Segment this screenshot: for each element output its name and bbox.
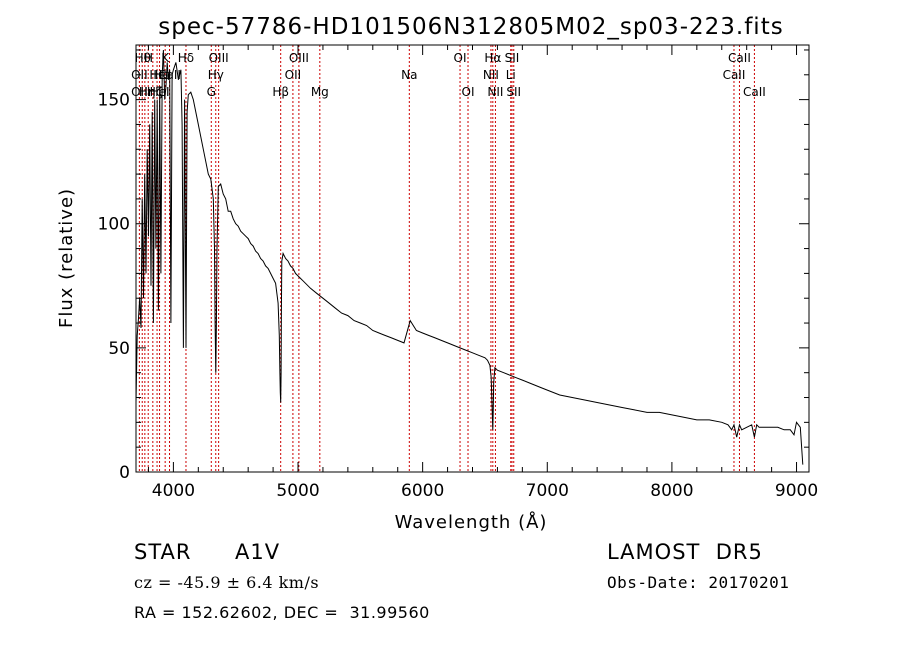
line-label-13: Hγ — [208, 68, 224, 82]
object-class: STAR — [134, 540, 192, 564]
line-label-10: Hδ — [178, 51, 194, 65]
line-label-6: Hζ — [147, 85, 163, 99]
plot-area — [135, 49, 804, 465]
line-label-7: K — [161, 51, 170, 65]
line-label-4: Hη — [139, 85, 156, 99]
x-tick-label-0: 4000 — [152, 481, 195, 501]
y-tick-label-3: 150 — [98, 91, 130, 111]
x-tick-label-2: 6000 — [401, 481, 444, 501]
observation-date: Obs-Date: 20170201 — [607, 573, 790, 592]
chart-title: spec-57786-HD101506N312805M02_sp03-223.f… — [158, 14, 783, 40]
line-label-11: CaII — [158, 68, 181, 82]
x-tick-label-1: 5000 — [276, 481, 319, 501]
line-label-16: OII — [285, 68, 302, 82]
x-tick-label-5: 9000 — [775, 481, 818, 501]
line-label-12: OIII — [209, 51, 229, 65]
line-label-26: NII — [487, 85, 503, 99]
line-label-0: Hθ — [135, 51, 151, 65]
redshift-info: cz = -45.9 ± 6.4 km/s — [134, 573, 320, 592]
x-axis-label: Wavelength (Å) — [395, 511, 548, 533]
line-label-23: SII — [505, 51, 520, 65]
y-tick-label-1: 50 — [108, 339, 130, 359]
y-tick-label-0: 0 — [119, 463, 130, 483]
line-label-29: CaII — [723, 68, 746, 82]
line-label-21: OI — [462, 85, 475, 99]
survey-label: LAMOST DR5 — [607, 540, 763, 564]
line-label-22: Hα — [484, 51, 501, 65]
x-tick-label-3: 7000 — [526, 481, 569, 501]
line-label-3: H — [144, 51, 153, 65]
line-label-14: G — [207, 85, 216, 99]
line-label-18: Mg — [311, 85, 329, 99]
line-label-30: CaII — [743, 85, 766, 99]
line-label-9: HeI — [150, 85, 170, 99]
line-label-8: He — [153, 68, 169, 82]
line-label-25: Li — [506, 68, 516, 82]
line-label-24: NII — [483, 68, 499, 82]
line-label-20: OI — [454, 51, 467, 65]
axis-ticks: 4000 5000 6000 7000 8000 9000 0 50 100 150 — [98, 45, 818, 501]
spectral-line-labels: Hθ OII OII H Hη Hε Hζ K He HeI Hδ CaII OIII Hγ G OIII OI… — [131, 51, 766, 99]
line-label-2: OII — [131, 85, 148, 99]
coordinates-info: RA = 152.62602, DEC = 31.99560 — [134, 603, 430, 622]
line-markers — [138, 45, 755, 472]
object-subclass: A1V — [235, 540, 281, 564]
spectrum-series-0 — [135, 49, 804, 465]
line-label-28: CaII — [728, 51, 751, 65]
plot-frame — [135, 44, 810, 473]
line-label-27: SII — [506, 85, 521, 99]
y-axis-label: Flux (relative) — [56, 188, 77, 328]
line-label-19: Na — [401, 68, 417, 82]
line-label-15: OIII — [289, 51, 309, 65]
x-tick-label-4: 8000 — [650, 481, 693, 501]
y-tick-label-2: 100 — [98, 215, 130, 235]
line-label-5: Hε — [149, 68, 165, 82]
line-label-17: Hβ — [272, 85, 289, 99]
